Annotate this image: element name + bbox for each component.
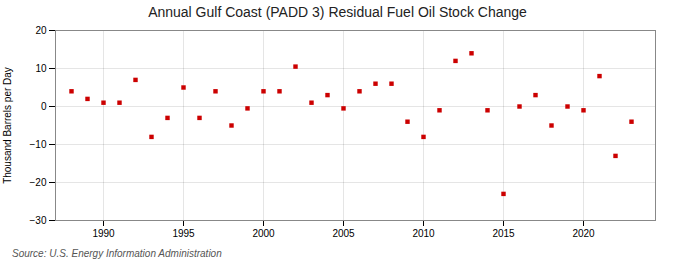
- svg-text:0: 0: [41, 101, 47, 112]
- svg-text:−30: −30: [30, 215, 47, 226]
- svg-text:1990: 1990: [92, 228, 115, 239]
- svg-text:2020: 2020: [572, 228, 595, 239]
- html-text:Annual Gulf Coast (PADD 3) Res: Annual Gulf Coast (PADD 3) Residual Fuel…: [148, 4, 527, 20]
- svg-text:20: 20: [35, 25, 47, 36]
- svg-text:1995: 1995: [172, 228, 195, 239]
- svg-text:2015: 2015: [492, 228, 515, 239]
- svg-text:−20: −20: [30, 177, 47, 188]
- svg-text:2010: 2010: [412, 228, 435, 239]
- svg-text:−10: −10: [30, 139, 47, 150]
- html-text:Source: U.S. Energy Informatio: Source: U.S. Energy Information Administ…: [12, 248, 222, 259]
- svg-text:10: 10: [35, 63, 47, 74]
- svg-text:Thousand Barrels per Day: Thousand Barrels per Day: [2, 67, 13, 184]
- svg-text:2000: 2000: [252, 228, 275, 239]
- svg-text:2005: 2005: [332, 228, 355, 239]
